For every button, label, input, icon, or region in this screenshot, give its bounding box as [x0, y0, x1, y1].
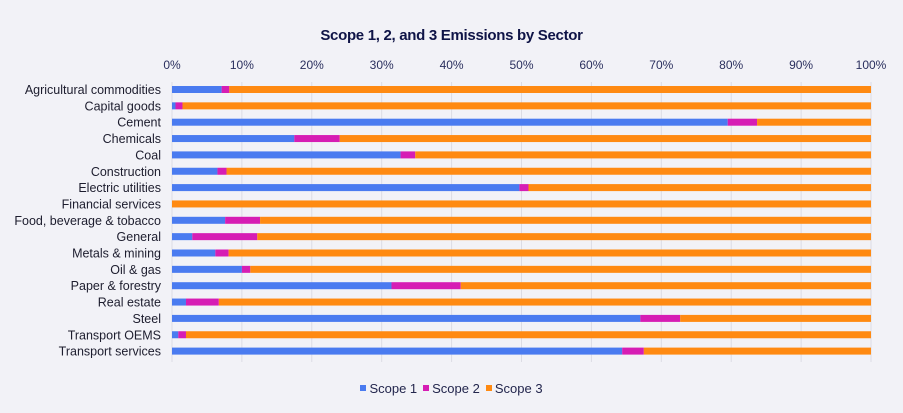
category-label: Food, beverage & tobacco: [14, 214, 161, 228]
bar-segment-scope-1: [172, 135, 295, 143]
bar-segment-scope-3: [643, 347, 871, 355]
x-tick-label: 90%: [789, 58, 813, 72]
bar-segment-scope-3: [257, 233, 871, 241]
legend-swatch: [360, 385, 367, 391]
category-label: Cement: [117, 116, 161, 130]
x-tick-label: 70%: [649, 58, 673, 72]
bar-segment-scope-1: [172, 282, 392, 290]
bar-segment-scope-1: [172, 102, 176, 110]
legend-label: Scope 2: [432, 380, 480, 396]
bars: [172, 86, 872, 355]
x-tick-label: 30%: [370, 58, 394, 72]
legend-swatch: [485, 385, 492, 391]
bar-segment-scope-3: [415, 151, 871, 159]
bar-segment-scope-2: [640, 314, 681, 322]
bar-segment-scope-3: [250, 265, 872, 273]
x-tick-label: 80%: [719, 58, 743, 72]
x-tick-label: 60%: [579, 58, 603, 72]
bar-segment-scope-2: [225, 216, 261, 224]
x-tick-label: 100%: [856, 58, 887, 72]
category-label: Construction: [91, 165, 161, 179]
bar-segment-scope-2: [400, 151, 416, 159]
bar-segment-scope-2: [519, 184, 529, 192]
bar-segment-scope-2: [241, 265, 251, 273]
bar-segment-scope-2: [391, 282, 461, 290]
x-tick-label: 50%: [509, 58, 533, 72]
x-axis-ticks: 0% 10% 20% 30% 40% 50% 60% 70% 80% 90% 100%: [163, 58, 886, 72]
category-label: Real estate: [98, 296, 161, 310]
category-label: Electric utilities: [78, 181, 161, 195]
bar-segment-scope-1: [172, 216, 226, 224]
bar-segment-scope-2: [175, 102, 183, 110]
bar-segment-scope-2: [192, 233, 258, 241]
bar-segment-scope-3: [757, 118, 871, 126]
bar-segment-scope-3: [260, 216, 872, 224]
bar-segment-scope-2: [178, 331, 186, 339]
chart-title: Scope 1, 2, and 3 Emissions by Sector: [320, 27, 583, 44]
bar-segment-scope-1: [172, 265, 242, 273]
category-label: Chemicals: [103, 132, 161, 146]
category-label: Transport OEMS: [68, 328, 161, 342]
bar-segment-scope-1: [172, 167, 218, 175]
bar-segment-scope-1: [172, 331, 179, 339]
bar-segment-scope-2: [294, 135, 340, 143]
bar-segment-scope-2: [215, 249, 229, 257]
bar-segment-scope-1: [172, 86, 222, 93]
bar-segment-scope-1: [172, 314, 641, 322]
category-label: Oil & gas: [110, 263, 161, 277]
category-label: Transport services: [59, 345, 161, 359]
category-label: Metals & mining: [72, 247, 161, 261]
bar-segment-scope-2: [221, 86, 230, 93]
bar-segment-scope-3: [228, 249, 871, 257]
bar-segment-scope-3: [339, 135, 871, 143]
x-tick-label: 20%: [300, 58, 324, 72]
legend-item: Scope 1: [360, 381, 417, 396]
category-label: Coal: [135, 148, 161, 162]
bar-segment-scope-3: [185, 331, 872, 339]
bar-segment-scope-3: [229, 86, 871, 93]
category-label: Steel: [133, 312, 162, 326]
bar-segment-scope-1: [172, 249, 216, 257]
bar-segment-scope-1: [172, 184, 520, 192]
bar-segment-scope-3: [460, 282, 871, 290]
x-tick-label: 0%: [163, 58, 181, 72]
bar-segment-scope-2: [185, 298, 219, 306]
legend-swatch: [423, 385, 430, 391]
category-label: Agricultural commodities: [25, 83, 161, 97]
y-axis-categories: Agricultural commodities Capital goods Cem…: [14, 83, 161, 359]
legend: Scope 1 Scope 2 Scope 3: [0, 379, 903, 396]
bar-segment-scope-1: [172, 298, 186, 306]
bar-segment-scope-1: [172, 347, 623, 355]
x-tick-label: 40%: [440, 58, 464, 72]
category-label: General: [117, 230, 161, 244]
bar-segment-scope-3: [218, 298, 871, 306]
legend-label: Scope 3: [494, 380, 543, 396]
legend-label: Scope 1: [369, 380, 418, 396]
bar-segment-scope-3: [528, 184, 871, 192]
bar-segment-scope-1: [172, 151, 401, 159]
category-label: Paper & forestry: [71, 279, 162, 293]
bar-segment-scope-2: [217, 167, 227, 175]
category-label: Capital goods: [85, 99, 161, 113]
bar-segment-scope-3: [226, 167, 872, 175]
category-label: Financial services: [62, 197, 161, 211]
legend-item: Scope 3: [485, 380, 543, 396]
bar-segment-scope-3: [172, 200, 871, 208]
bar-segment-scope-2: [727, 118, 758, 126]
legend-item: Scope 2: [423, 381, 480, 396]
x-tick-label: 10%: [230, 58, 254, 72]
bar-segment-scope-1: [172, 118, 728, 126]
bar-segment-scope-3: [182, 102, 872, 110]
bar-segment-scope-3: [680, 314, 871, 322]
bar-segment-scope-2: [622, 347, 644, 355]
bar-segment-scope-1: [172, 233, 193, 241]
